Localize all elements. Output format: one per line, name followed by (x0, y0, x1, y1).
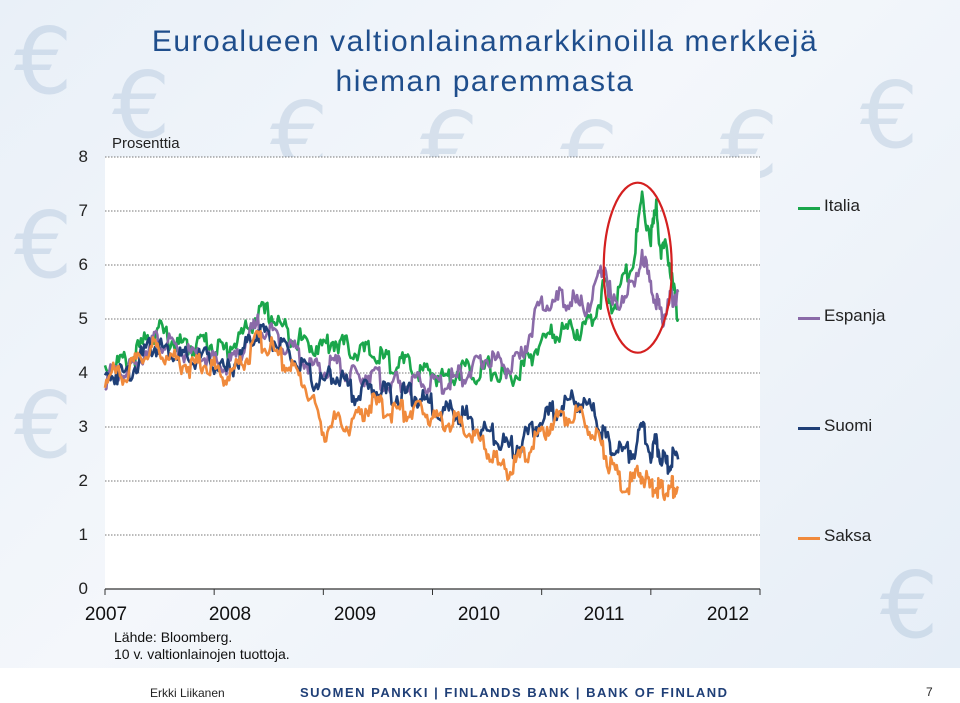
y-tick-label: 8 (78, 147, 88, 166)
legend-swatch (798, 427, 820, 430)
y-tick-label: 4 (78, 363, 88, 382)
y-tick-label: 6 (78, 255, 88, 274)
euro-watermark-icon: € (14, 8, 73, 115)
title-line-2: hieman paremmasta (335, 65, 635, 98)
euro-watermark-icon: € (112, 52, 171, 159)
x-tick-label: 2011 (583, 604, 625, 625)
x-tick-label: 2010 (457, 604, 501, 625)
series-line-suomi (103, 322, 680, 475)
page-number: 7 (926, 685, 933, 699)
euro-watermark-icon: € (14, 372, 73, 479)
legend-swatch (798, 537, 820, 540)
euro-watermark-icon: € (14, 192, 73, 299)
x-tick-label: 2009 (333, 604, 377, 625)
highlight-ellipse (602, 181, 673, 354)
y-tick-label: 2 (78, 471, 88, 490)
legend-swatch (798, 207, 820, 210)
euro-watermark-icon: € (860, 62, 919, 169)
footer-bank-name: SUOMEN PANKKI | FINLANDS BANK | BANK OF … (300, 685, 729, 700)
y-tick-label: 3 (78, 417, 88, 436)
y-tick-label: 5 (78, 309, 88, 328)
source-line-1: Lähde: Bloomberg. (114, 629, 233, 645)
chart-plot (103, 156, 761, 595)
y-tick-label: 1 (78, 525, 88, 544)
source-line-2: 10 v. valtionlainojen tuottoja. (114, 646, 290, 662)
footer-author: Erkki Liikanen (150, 686, 225, 700)
slide-title: Euroalueen valtionlainamarkkinoilla merk… (60, 22, 910, 102)
legend-label: Espanja (824, 306, 886, 325)
footer: Erkki Liikanen SUOMEN PANKKI | FINLANDS … (0, 668, 960, 703)
legend-label: Suomi (824, 416, 873, 435)
y-tick-label: 0 (78, 579, 88, 598)
x-tick-label: 2012 (706, 604, 750, 625)
source-note: Lähde: Bloomberg. 10 v. valtionlainojen … (114, 629, 290, 663)
y-tick-label: 7 (78, 201, 88, 220)
legend-label: Italia (824, 196, 860, 215)
series-line-italia (103, 190, 680, 388)
legend-swatch (798, 317, 820, 320)
x-tick-label: 2008 (208, 604, 252, 625)
x-tick-label: 2007 (84, 604, 128, 625)
series-line-saksa (103, 329, 680, 502)
title-line-1: Euroalueen valtionlainamarkkinoilla merk… (151, 25, 819, 58)
euro-watermark-icon: € (880, 552, 939, 659)
y-axis-label: Prosenttia (112, 135, 180, 152)
legend-label: Saksa (824, 526, 872, 545)
